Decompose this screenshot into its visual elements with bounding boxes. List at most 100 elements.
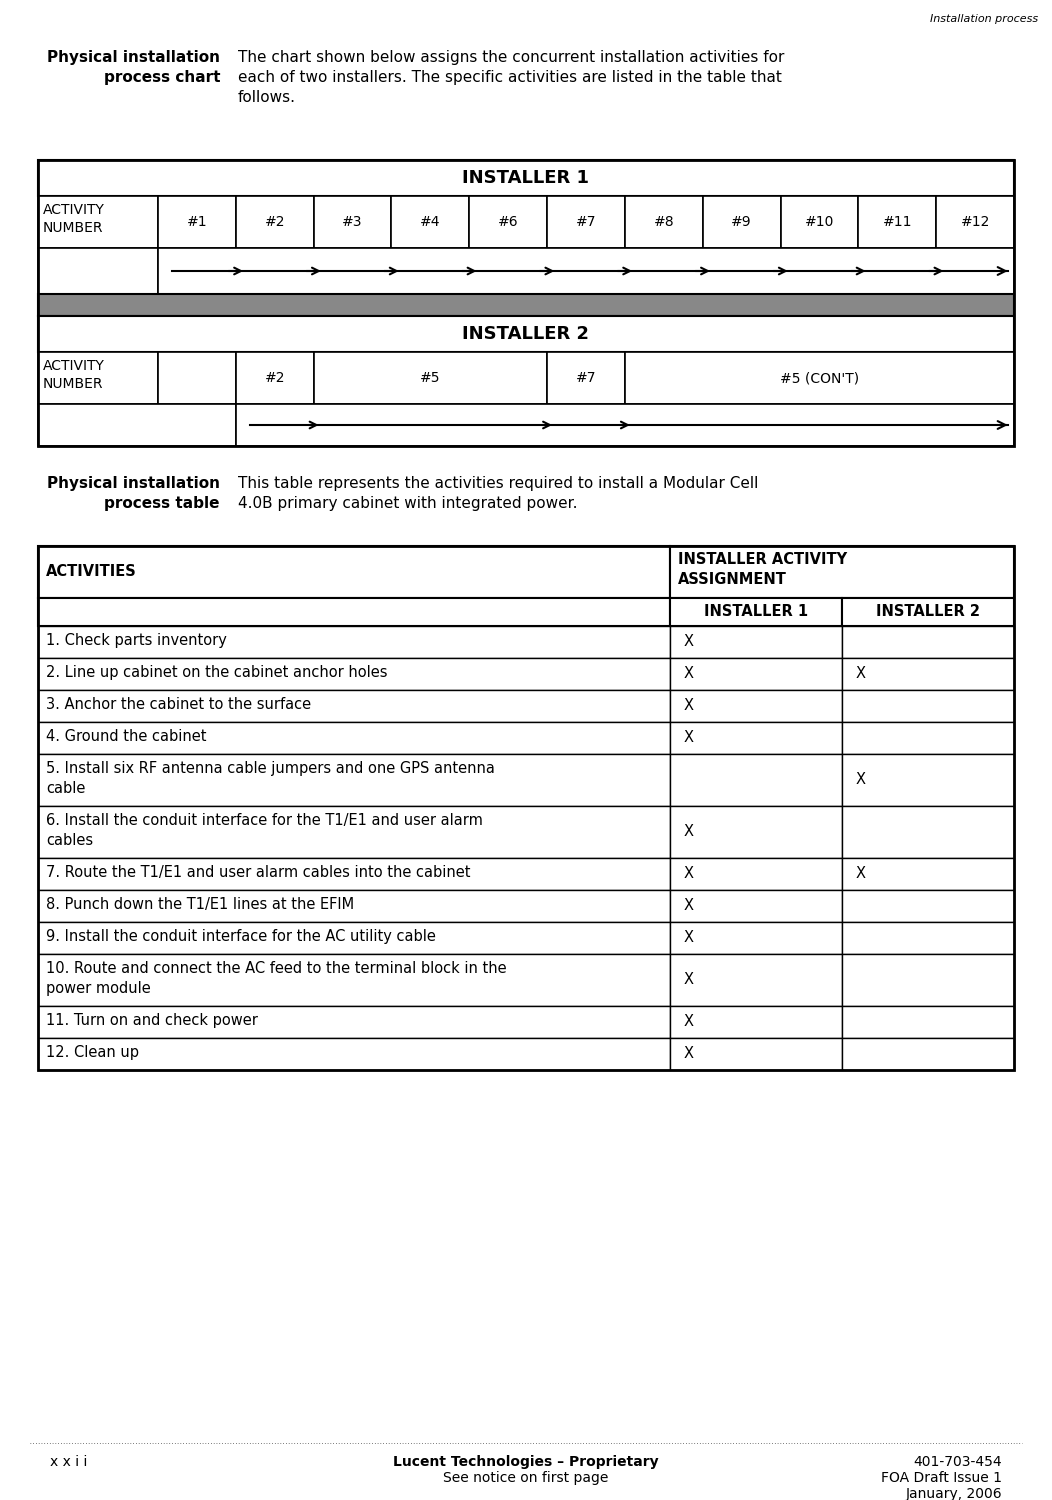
Bar: [158, 248, 1014, 294]
Text: #1: #1: [186, 214, 207, 230]
Bar: [842, 626, 1014, 658]
Bar: [38, 196, 158, 248]
Text: #3: #3: [342, 214, 363, 230]
Bar: [38, 352, 158, 404]
Bar: [38, 160, 1014, 446]
Text: 9. Install the conduit interface for the AC utility cable: 9. Install the conduit interface for the…: [46, 928, 436, 944]
Text: 3. Anchor the cabinet to the surface: 3. Anchor the cabinet to the surface: [46, 698, 311, 712]
Text: #7: #7: [575, 214, 596, 230]
Bar: [38, 626, 670, 658]
Text: ACTIVITIES: ACTIVITIES: [46, 564, 137, 579]
Bar: [38, 546, 1014, 1070]
Text: January, 2006: January, 2006: [906, 1486, 1002, 1500]
Bar: [670, 754, 842, 806]
Bar: [625, 196, 703, 248]
Bar: [670, 922, 842, 954]
Text: 6. Install the conduit interface for the T1/E1 and user alarm
cables: 6. Install the conduit interface for the…: [46, 813, 483, 847]
Text: Physical installation
process chart: Physical installation process chart: [47, 50, 220, 86]
Bar: [38, 754, 670, 806]
Text: #4: #4: [420, 214, 441, 230]
Bar: [670, 546, 1014, 598]
Bar: [38, 658, 670, 690]
Bar: [936, 196, 1014, 248]
Text: #7: #7: [575, 370, 596, 386]
Text: 401-703-454: 401-703-454: [913, 1455, 1002, 1468]
Bar: [670, 658, 842, 690]
Bar: [38, 806, 670, 858]
Text: INSTALLER ACTIVITY
ASSIGNMENT: INSTALLER ACTIVITY ASSIGNMENT: [677, 552, 847, 586]
Text: 5. Install six RF antenna cable jumpers and one GPS antenna
cable: 5. Install six RF antenna cable jumpers …: [46, 760, 494, 796]
Bar: [38, 890, 670, 922]
Bar: [38, 404, 236, 445]
Text: The chart shown below assigns the concurrent installation activities for
each of: The chart shown below assigns the concur…: [238, 50, 785, 105]
Text: #5: #5: [420, 370, 441, 386]
Bar: [670, 806, 842, 858]
Bar: [236, 196, 313, 248]
Bar: [158, 352, 236, 404]
Text: #12: #12: [960, 214, 990, 230]
Bar: [313, 352, 547, 404]
Bar: [842, 1038, 1014, 1070]
Bar: [313, 196, 391, 248]
Text: #2: #2: [264, 370, 285, 386]
Text: X: X: [684, 1014, 694, 1029]
Bar: [842, 1007, 1014, 1038]
Bar: [670, 598, 842, 625]
Text: #2: #2: [264, 214, 285, 230]
Bar: [38, 248, 158, 294]
Text: This table represents the activities required to install a Modular Cell
4.0B pri: This table represents the activities req…: [238, 476, 758, 512]
Bar: [670, 626, 842, 658]
Text: 11. Turn on and check power: 11. Turn on and check power: [46, 1013, 258, 1028]
Bar: [38, 690, 670, 722]
Text: #5 (CON'T): #5 (CON'T): [780, 370, 859, 386]
Bar: [38, 922, 670, 954]
Text: 12. Clean up: 12. Clean up: [46, 1046, 139, 1060]
Bar: [236, 404, 1014, 445]
Bar: [842, 754, 1014, 806]
Text: X: X: [856, 666, 866, 681]
Bar: [38, 294, 1014, 316]
Bar: [842, 922, 1014, 954]
Text: INSTALLER 1: INSTALLER 1: [463, 170, 589, 188]
Bar: [547, 196, 625, 248]
Text: ACTIVITY
NUMBER: ACTIVITY NUMBER: [43, 358, 105, 392]
Bar: [38, 546, 670, 598]
Text: INSTALLER 1: INSTALLER 1: [704, 604, 808, 619]
Text: X: X: [684, 972, 694, 987]
Bar: [842, 806, 1014, 858]
Bar: [842, 954, 1014, 1006]
Text: 7. Route the T1/E1 and user alarm cables into the cabinet: 7. Route the T1/E1 and user alarm cables…: [46, 865, 470, 880]
Bar: [858, 196, 936, 248]
Text: 10. Route and connect the AC feed to the terminal block in the
power module: 10. Route and connect the AC feed to the…: [46, 962, 507, 996]
Text: X: X: [856, 772, 866, 788]
Bar: [670, 858, 842, 889]
Text: X: X: [856, 867, 866, 882]
Bar: [158, 196, 236, 248]
Text: X: X: [684, 634, 694, 650]
Bar: [670, 690, 842, 722]
Bar: [469, 196, 547, 248]
Text: INSTALLER 2: INSTALLER 2: [876, 604, 980, 619]
Text: Physical installation
process table: Physical installation process table: [47, 476, 220, 512]
Text: Installation process: Installation process: [930, 13, 1038, 24]
Text: x x i i: x x i i: [50, 1455, 87, 1468]
Text: X: X: [684, 699, 694, 714]
Text: #8: #8: [653, 214, 674, 230]
Bar: [38, 722, 670, 754]
Text: See notice on first page: See notice on first page: [443, 1472, 609, 1485]
Text: #9: #9: [731, 214, 752, 230]
Bar: [842, 890, 1014, 922]
Text: INSTALLER 2: INSTALLER 2: [463, 326, 589, 344]
Bar: [670, 1007, 842, 1038]
Text: X: X: [684, 666, 694, 681]
Bar: [842, 858, 1014, 889]
Text: 8. Punch down the T1/E1 lines at the EFIM: 8. Punch down the T1/E1 lines at the EFI…: [46, 897, 355, 912]
Text: FOA Draft Issue 1: FOA Draft Issue 1: [881, 1472, 1002, 1485]
Bar: [236, 352, 313, 404]
Bar: [38, 160, 1014, 196]
Text: X: X: [684, 898, 694, 914]
Text: ACTIVITY
NUMBER: ACTIVITY NUMBER: [43, 202, 105, 236]
Bar: [38, 598, 670, 625]
Bar: [842, 598, 1014, 625]
Bar: [547, 352, 625, 404]
